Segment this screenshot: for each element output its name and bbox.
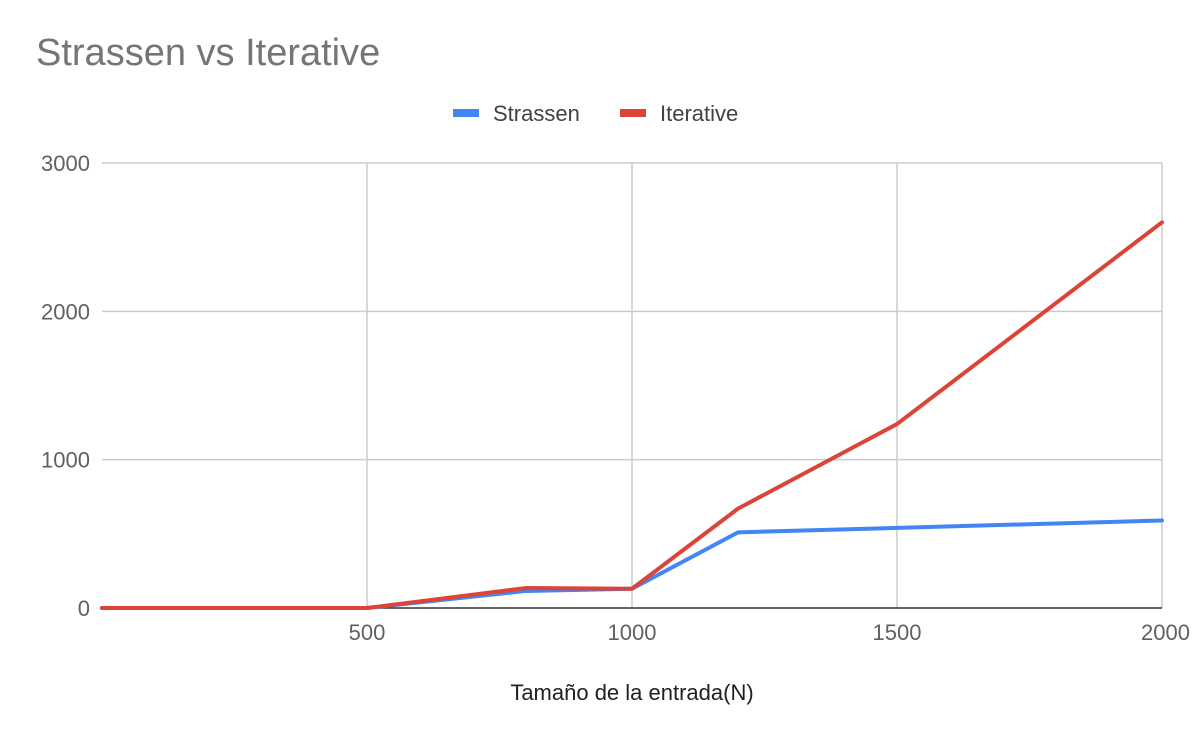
- legend-swatch-iterative: [620, 109, 646, 117]
- legend-label-strassen: Strassen: [493, 101, 580, 126]
- y-tick-label: 1000: [41, 448, 90, 473]
- series-lines: [100, 220, 1164, 610]
- legend: Strassen Iterative: [453, 101, 738, 126]
- legend-swatch-strassen: [453, 109, 479, 117]
- legend-label-iterative: Iterative: [660, 101, 738, 126]
- x-tick-label: 500: [349, 620, 386, 645]
- x-tick-label: 1000: [608, 620, 657, 645]
- y-axis-ticks: 0 1000 2000 3000: [41, 151, 90, 621]
- x-tick-label: 1500: [873, 620, 922, 645]
- y-tick-label: 3000: [41, 151, 90, 176]
- chart-title: Strassen vs Iterative: [36, 32, 381, 74]
- x-axis-title: Tamaño de la entrada(N): [510, 680, 753, 705]
- y-tick-label: 0: [78, 596, 90, 621]
- series-line-iterative: [100, 220, 1164, 610]
- y-tick-label: 2000: [41, 299, 90, 324]
- x-axis-ticks: 500 1000 1500 2000: [349, 620, 1190, 645]
- gridlines: [102, 162, 1163, 609]
- x-tick-label: 2000: [1141, 620, 1190, 645]
